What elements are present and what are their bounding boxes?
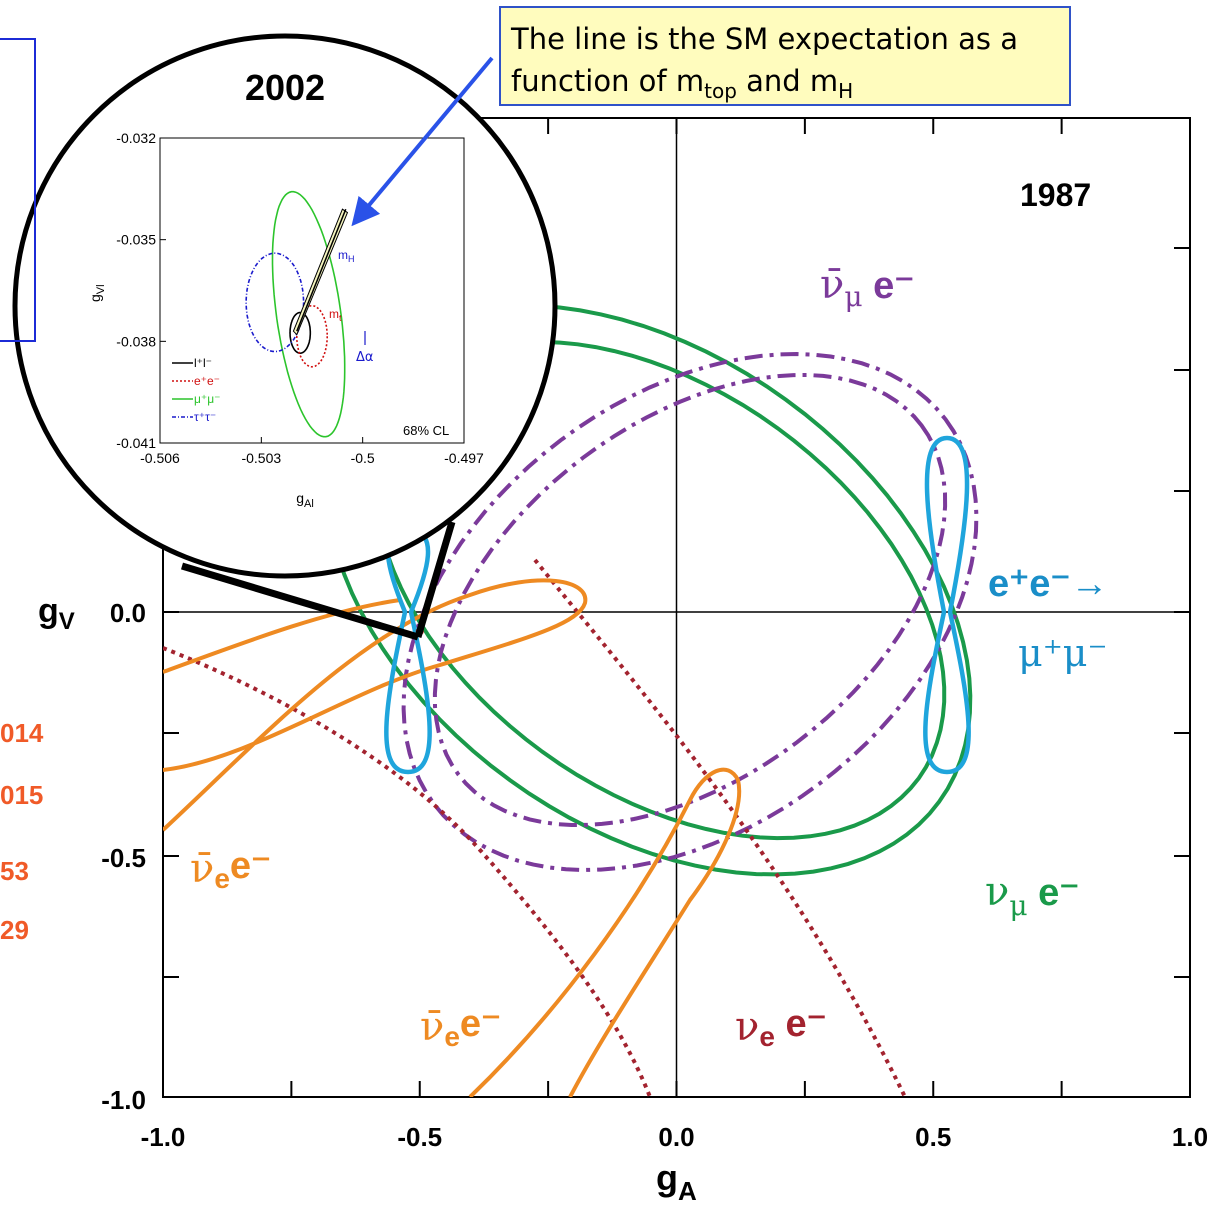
inset-plot: -0.032 -0.035 -0.038 -0.041-0.506 -0.503 -0.5… (87, 130, 484, 510)
zoom-connector (180, 521, 456, 641)
y-tick-label: -0.5 (101, 843, 146, 873)
inset-frame (159, 137, 465, 444)
sm-callout-box: The line is the SM expectation as a func… (499, 6, 1071, 106)
series-nue-e-a (163, 646, 652, 1097)
callout-text-a: function of m (511, 64, 705, 98)
sm-expectation-line (296, 208, 347, 332)
series-nuebar-e-b (468, 767, 742, 1097)
inset-y-tick-label: -0.035 (116, 232, 156, 248)
inset-x-tick-label: -0.506 (140, 450, 180, 466)
legend-label-1: e⁺e⁻ (194, 374, 220, 388)
legend-label-3: τ⁺τ⁻ (194, 410, 216, 424)
inset-x-axis-title: gAl (296, 490, 314, 510)
label-nuebar-e-bottom: ν̄ee⁻ (420, 1003, 501, 1052)
inset-x-tick-label: -0.497 (444, 450, 484, 466)
x-tick-label: 0.0 (658, 1122, 694, 1152)
x-tick-label: -0.5 (397, 1122, 442, 1152)
y-axis-title: gV (38, 592, 75, 635)
connector-right (414, 521, 456, 638)
series-nuebar-e-a2 (163, 598, 401, 674)
label-mt: mt (329, 307, 342, 323)
x-tick-label: -1.0 (141, 1122, 186, 1152)
inset-y-tick-label: -0.032 (116, 130, 156, 146)
label-numubar-e: ν̄μ e⁻ (820, 262, 914, 313)
inset-x-tick-label: -0.503 (241, 450, 281, 466)
series-ee-mumu-right (923, 435, 971, 775)
callout-text-b: and m (736, 64, 839, 98)
label-mumu: μ⁺μ⁻ (1018, 631, 1108, 675)
label-numu-e: νμ e⁻ (985, 869, 1079, 922)
series-ee-mumu-left (384, 527, 432, 775)
x-tick-label: 1.0 (1172, 1122, 1208, 1152)
x-tick-label: 0.5 (915, 1122, 951, 1152)
legend-label-0: l⁺l⁻ (194, 356, 212, 370)
inset-year-label: 2002 (245, 67, 325, 108)
inset-y-tick-label: -0.038 (116, 333, 156, 349)
inset-curves (245, 190, 349, 438)
y-tick-label: 0.0 (110, 598, 146, 628)
left-value-2: 015 (0, 780, 44, 810)
plot-year-label: 1987 (1020, 177, 1091, 213)
series-nue-e-b (533, 558, 907, 1097)
left-value-4: 29 (0, 915, 29, 945)
callout-line-1: The line is the SM expectation as a (511, 22, 1019, 56)
x-axis-title: gA (656, 1157, 697, 1206)
y-tick-label: -1.0 (101, 1085, 146, 1115)
label-nue-e: νe e⁻ (735, 1003, 827, 1052)
left-value-1: 014 (0, 718, 44, 748)
label-ee-to: e⁺e⁻→ (988, 563, 1108, 605)
inset-y-axis-title: gVl (87, 284, 107, 302)
curves (163, 303, 979, 1097)
inset-series-1 (296, 305, 328, 368)
inset-circle (12, 33, 558, 579)
legend-label-2: μ⁺μ⁻ (194, 392, 221, 406)
connector-left (180, 562, 420, 641)
callout-sub-top: top (704, 79, 737, 103)
label-delta-alpha: Δα (356, 350, 373, 365)
series-numubar-e-inner (432, 372, 948, 828)
inset-y-tick-label: -0.041 (116, 435, 156, 451)
sm-arrow (351, 56, 494, 227)
label-nuebar-e-left: ν̄ee⁻ (190, 845, 271, 894)
clipped-panel-border (0, 38, 36, 342)
inset-series-2 (271, 190, 346, 438)
inset-series-3 (245, 252, 305, 353)
series-nuebar-e-a (163, 578, 588, 832)
left-value-3: 53 (0, 856, 29, 886)
main-plot: -1.0 -0.5 0.0 0.5 1.0 -1.0 -0.5 0.0 gV gA 1987 ν̄μ … (38, 117, 1208, 1206)
label-mH: mH (338, 248, 355, 264)
callout-arrow (351, 56, 494, 227)
series-numubar-e-outer (401, 351, 979, 873)
callout-line-2: function of mtop and mH (511, 60, 1061, 102)
inset-x-tick-label: -0.5 (351, 450, 375, 466)
inset-magnifier: 2002 (12, 33, 558, 579)
label-confidence: 68% CL (403, 423, 449, 438)
callout-sub-h: H (838, 79, 854, 103)
